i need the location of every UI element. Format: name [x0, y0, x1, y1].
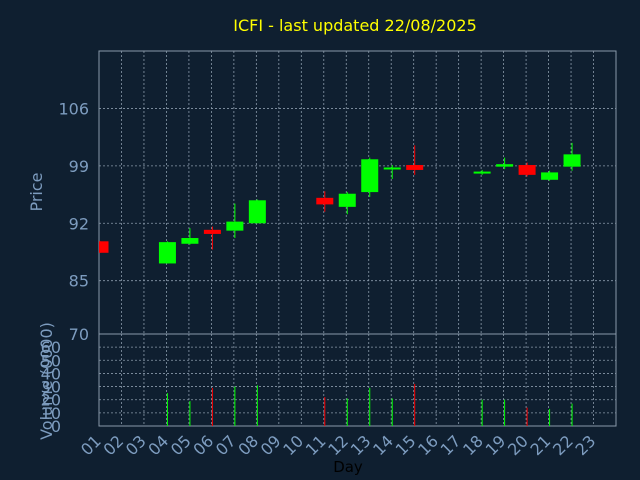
x-axis-label: Day: [333, 458, 363, 476]
candle-body: [496, 164, 514, 167]
volume-grid: [99, 334, 616, 426]
candle-body: [383, 167, 401, 170]
candle-body: [226, 221, 244, 231]
x-tick-label: 23: [572, 431, 600, 459]
price-axis: 106 99 92 85 70: [58, 99, 89, 344]
candle-body: [361, 159, 379, 193]
candle-body: [203, 229, 221, 234]
candle-body: [563, 154, 581, 167]
volume-tick-label: 30: [41, 378, 61, 397]
chart-title: ICFI - last updated 22/08/2025: [233, 16, 477, 35]
candle-body: [541, 172, 559, 180]
candle-body: [338, 193, 356, 207]
price-tick-label: 70: [69, 325, 89, 344]
candle-body: [248, 200, 266, 224]
x-axis: 0102030405060708091011121314151617181920…: [77, 431, 599, 459]
candles: [99, 142, 581, 264]
price-tick-label: 85: [69, 272, 89, 291]
price-axis-label: Price: [27, 172, 46, 211]
volume-bars: [166, 383, 573, 426]
candle-body: [181, 238, 199, 244]
volume-tick-label: 0: [51, 417, 61, 436]
price-tick-label: 99: [69, 157, 89, 176]
price-tick-label: 106: [58, 99, 89, 118]
candle-body: [316, 197, 334, 205]
candle-body: [99, 241, 109, 253]
price-grid: [99, 51, 616, 334]
volume-tick-label: 60: [41, 338, 61, 357]
volume-tick-label: 40: [41, 364, 61, 383]
candle-body: [473, 171, 491, 174]
volume-tick-label: 20: [41, 391, 61, 410]
volume-tick-label: 10: [41, 404, 61, 423]
price-tick-label: 92: [69, 214, 89, 233]
candle-body: [406, 165, 424, 170]
plot-frame: [98, 50, 617, 427]
candle-body: [158, 242, 176, 264]
candle-body: [518, 165, 536, 175]
volume-tick-label: 50: [41, 351, 61, 370]
volume-axis-label: Volume (0000): [37, 322, 56, 440]
